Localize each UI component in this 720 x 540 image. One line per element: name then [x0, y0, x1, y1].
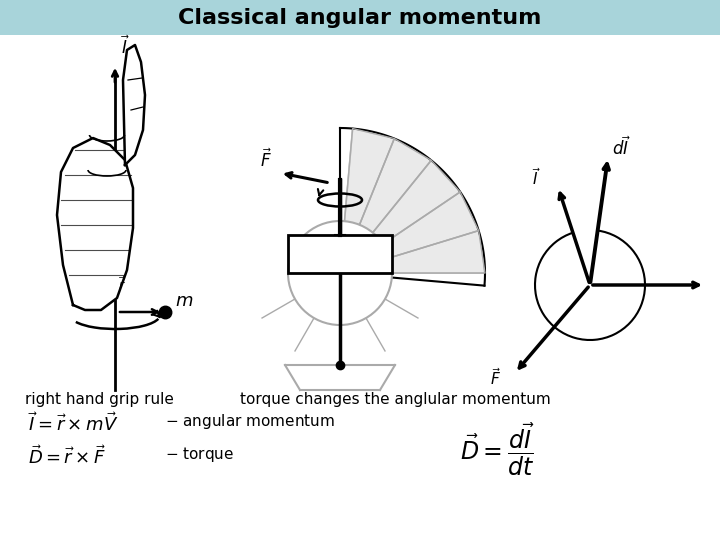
Polygon shape	[373, 160, 460, 244]
Text: $\vec{I} = \vec{r} \times m\vec{V}$: $\vec{I} = \vec{r} \times m\vec{V}$	[28, 412, 119, 435]
Text: $\vec{I}$: $\vec{I}$	[532, 167, 541, 188]
Polygon shape	[383, 192, 479, 258]
Text: $\vec{F}$: $\vec{F}$	[490, 367, 501, 388]
Text: torque changes the anglular momentum: torque changes the anglular momentum	[240, 392, 551, 407]
Polygon shape	[340, 128, 485, 286]
Polygon shape	[345, 129, 395, 225]
Polygon shape	[390, 231, 485, 273]
Text: $-$ torque: $-$ torque	[165, 445, 234, 464]
Bar	[288, 235, 392, 273]
Text: $\vec{r}$: $\vec{r}$	[118, 276, 126, 293]
Text: $-$ angular momentum: $-$ angular momentum	[165, 412, 335, 431]
Text: $\vec{F}$: $\vec{F}$	[260, 148, 271, 171]
Circle shape	[288, 221, 392, 325]
Text: right hand grip rule: right hand grip rule	[25, 392, 174, 407]
Text: Classical angular momentum: Classical angular momentum	[179, 8, 541, 28]
Text: $\vec{I}$: $\vec{I}$	[121, 36, 130, 58]
Text: $m$: $m$	[175, 292, 193, 310]
Text: $\vec{D} = \vec{r} \times \vec{F}$: $\vec{D} = \vec{r} \times \vec{F}$	[28, 445, 106, 468]
Polygon shape	[57, 138, 133, 310]
Text: $d\vec{I}$: $d\vec{I}$	[612, 137, 631, 159]
Text: $\vec{D} = \dfrac{d\vec{I}}{dt}$: $\vec{D} = \dfrac{d\vec{I}}{dt}$	[460, 422, 534, 478]
Bar	[0, 0, 720, 35]
Polygon shape	[123, 45, 145, 165]
Polygon shape	[359, 139, 431, 233]
